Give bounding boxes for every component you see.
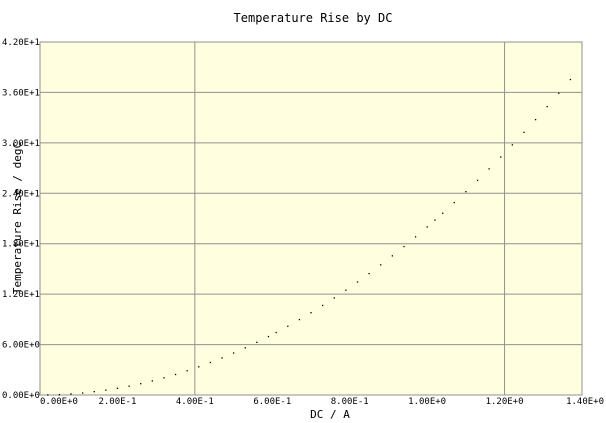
x-tick-label: 2.00E-1 <box>98 397 136 407</box>
data-point <box>47 394 49 396</box>
data-point <box>151 380 153 382</box>
data-point <box>81 392 84 394</box>
x-tick-labels: 0.00E+0 2.00E-1 4.00E-1 6.00E-1 8.00E-1 1.00E… <box>40 397 604 407</box>
y-tick-label: 0.00E+0 <box>2 391 40 401</box>
data-point <box>58 393 61 396</box>
data-point <box>140 383 142 385</box>
data-point <box>322 304 324 307</box>
data-point <box>414 236 417 238</box>
data-point <box>163 377 165 379</box>
data-point <box>298 318 301 321</box>
data-point <box>198 366 200 368</box>
data-point <box>453 201 455 204</box>
data-point <box>209 361 212 364</box>
data-point <box>426 226 428 228</box>
data-point <box>70 393 72 395</box>
data-point <box>267 335 270 338</box>
data-point <box>356 281 359 283</box>
y-tick-label: 1.80E+1 <box>2 240 40 250</box>
x-tick-label: 1.20E+0 <box>486 397 524 407</box>
y-axis-label: Temperature Rise / degC <box>11 142 24 294</box>
x-tick-label: 8.00E-1 <box>331 397 369 407</box>
data-point <box>256 341 258 343</box>
x-tick-label: 0.00E+0 <box>40 397 78 407</box>
data-point <box>287 325 289 327</box>
data-point <box>403 245 405 248</box>
data-point <box>310 312 312 314</box>
data-point <box>93 391 95 393</box>
y-tick-label: 4.20E+1 <box>2 38 40 48</box>
y-tick-label: 2.40E+1 <box>2 189 40 199</box>
data-point <box>128 385 130 387</box>
data-point <box>345 289 347 291</box>
y-tick-label: 3.00E+1 <box>2 139 40 149</box>
data-point <box>476 179 479 182</box>
data-point <box>534 118 537 121</box>
data-point <box>174 373 177 376</box>
data-point <box>275 331 277 334</box>
x-tick-label: 6.00E-1 <box>253 397 291 407</box>
y-tick-labels: 0.00E+0 6.00E+0 1.20E+1 1.80E+1 2.40E+1 3.00E… <box>2 38 40 401</box>
y-tick-label: 3.60E+1 <box>2 88 40 98</box>
data-point <box>546 105 548 108</box>
data-point <box>434 219 436 221</box>
data-point <box>391 255 393 257</box>
data-point <box>558 92 560 94</box>
x-tick-label: 1.40E+0 <box>566 397 604 407</box>
x-tick-label: 4.00E-1 <box>176 397 214 407</box>
grid-lines <box>40 42 582 395</box>
data-point <box>465 191 467 193</box>
data-point <box>244 347 246 349</box>
data-point <box>442 212 444 214</box>
data-point <box>186 370 188 372</box>
x-axis-label: DC / A <box>310 408 350 421</box>
data-point <box>105 389 107 391</box>
data-point <box>333 297 335 299</box>
data-point <box>116 387 119 389</box>
data-point <box>523 131 525 134</box>
data-point <box>221 357 223 359</box>
chart-title: Temperature Rise by DC <box>234 11 393 25</box>
data-point <box>380 264 382 266</box>
data-point <box>500 156 502 158</box>
data-point <box>488 168 490 170</box>
data-point <box>232 352 235 354</box>
data-point <box>368 272 370 275</box>
plot-area <box>39 41 583 396</box>
x-tick-label: 1.00E+0 <box>408 397 446 407</box>
y-tick-label: 6.00E+0 <box>2 341 40 351</box>
data-point <box>511 144 514 146</box>
data-points <box>47 78 572 396</box>
data-point <box>569 78 572 81</box>
y-tick-label: 1.20E+1 <box>2 290 40 300</box>
